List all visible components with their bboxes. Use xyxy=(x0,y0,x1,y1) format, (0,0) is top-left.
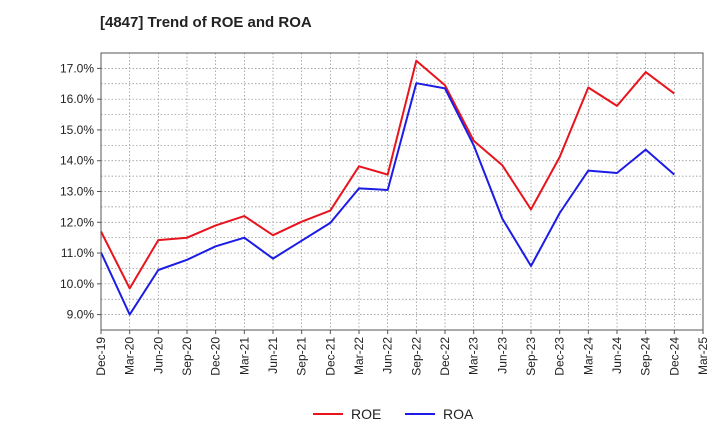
y-tick-label: 17.0% xyxy=(60,61,94,75)
x-tick-label: Jun-24 xyxy=(610,337,624,374)
y-tick-label: 16.0% xyxy=(60,92,94,106)
y-tick-label: 12.0% xyxy=(60,215,94,229)
y-tick-label: 11.0% xyxy=(61,246,94,260)
x-tick-label: Dec-21 xyxy=(323,337,337,376)
x-tick-label: Dec-23 xyxy=(553,337,567,376)
x-tick-label: Mar-22 xyxy=(352,337,366,375)
x-tick-label: Mar-20 xyxy=(123,337,137,375)
x-tick-label: Dec-20 xyxy=(209,337,223,376)
x-tick-label: Dec-19 xyxy=(94,337,108,376)
legend-label-roe: ROE xyxy=(351,406,381,422)
y-tick-label: 10.0% xyxy=(60,277,94,291)
grid-lines xyxy=(101,53,703,330)
series-lines xyxy=(100,59,675,316)
y-tick-label: 14.0% xyxy=(60,154,94,168)
legend: ROE ROA xyxy=(313,406,474,422)
x-axis-ticks: Dec-19 Mar-20 Jun-20 Sep-20 Dec-20 Mar-21 Jun-… xyxy=(94,330,710,376)
x-tick-label: Sep-23 xyxy=(524,337,538,376)
x-tick-label: Sep-24 xyxy=(639,337,653,376)
legend-label-roa: ROA xyxy=(443,406,474,422)
y-tick-label: 13.0% xyxy=(60,185,94,199)
x-tick-label: Mar-23 xyxy=(467,337,481,375)
x-tick-label: Jun-20 xyxy=(151,337,165,374)
x-tick-label: Mar-25 xyxy=(696,337,710,375)
x-tick-label: Jun-22 xyxy=(381,337,395,374)
x-tick-label: Sep-21 xyxy=(295,337,309,376)
x-tick-label: Dec-24 xyxy=(667,337,681,376)
y-tick-label: 15.0% xyxy=(60,123,94,137)
x-tick-label: Sep-22 xyxy=(409,337,423,376)
x-tick-label: Jun-23 xyxy=(495,337,509,374)
x-tick-label: Mar-24 xyxy=(581,337,595,375)
x-tick-label: Dec-22 xyxy=(438,337,452,376)
x-tick-label: Jun-21 xyxy=(266,337,280,374)
chart-title: [4847] Trend of ROE and ROA xyxy=(100,14,312,31)
y-tick-label: 9.0% xyxy=(67,308,95,322)
x-tick-label: Mar-21 xyxy=(237,337,251,375)
x-tick-label: Sep-20 xyxy=(180,337,194,376)
series-line-roe xyxy=(100,59,675,290)
y-axis-ticks: 9.0% 10.0% 11.0% 12.0% 13.0% 14.0% 15.0% 16.0% 1… xyxy=(60,61,101,322)
series-line-roa xyxy=(100,82,675,316)
